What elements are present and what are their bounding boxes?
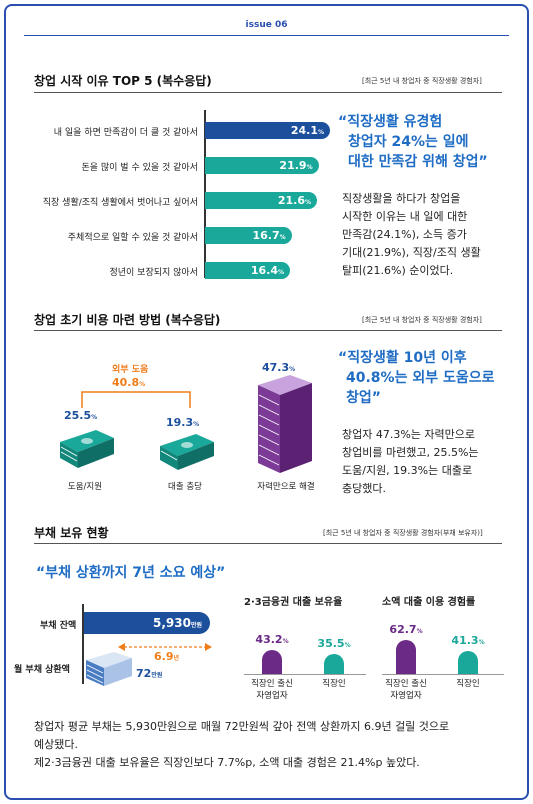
- quote-line: “직장생활 10년 이후: [338, 350, 467, 366]
- quote-line: 40.8%는 외부 도움으로: [346, 370, 495, 386]
- quote-line: 창업자 24%는 일에: [348, 134, 469, 150]
- bracket-line: [81, 391, 191, 408]
- bar: 16.7%: [205, 227, 292, 244]
- section3-title: 부채 보유 현황: [34, 526, 109, 540]
- quote-line: 대한 만족감 위해 창업”: [348, 154, 488, 170]
- column-bar: [396, 639, 416, 674]
- years-arrow: [118, 643, 212, 651]
- help-support-label: 도움/지원: [67, 482, 103, 492]
- section2-body: 창업자 47.3%는 자력만으로 창업비를 마련했고, 25.5%는 도움/지원…: [342, 426, 522, 498]
- body-line: 탈피(21.6%) 순이었다.: [342, 264, 454, 277]
- self-funding-label: 자력만으로 해결: [257, 482, 315, 492]
- body-line: 제2·3금융권 대출 보유율은 직장인보다 7.7%p, 소액 대출 경험은 2…: [34, 756, 420, 769]
- bar: 21.6%: [205, 192, 318, 209]
- money-stack-icon: [60, 430, 114, 468]
- body-line: 예상됐다.: [34, 738, 78, 751]
- section2-note: [최근 5년 내 창업자 중 직장생활 경험자]: [362, 316, 482, 324]
- section3-rule: [34, 543, 502, 544]
- quote-line: 창업”: [346, 390, 381, 406]
- loan-value: 19.3%: [166, 416, 200, 429]
- outside-help-value: 40.8%: [112, 376, 146, 389]
- debt-label: 부채 잔액: [40, 621, 77, 631]
- chart2-title: 소액 대출 이용 경험률: [382, 597, 476, 608]
- section1-body: 직장생활을 하다가 창업을 시작한 이유는 내 일에 대한 만족감(24.1%)…: [342, 190, 522, 280]
- bar-label: 내 일을 하면 만족감이 더 클 것 같아서: [53, 128, 198, 138]
- section3-body: 창업자 평균 부채는 5,930만원으로 매월 72만원씩 갚아 전액 상환까지…: [34, 718, 504, 772]
- column-value: 43.2%: [255, 633, 289, 647]
- bar: 21.9%: [205, 157, 319, 174]
- body-line: 창업자 평균 부채는 5,930만원으로 매월 72만원씩 갚아 전액 상환까지…: [34, 720, 450, 733]
- bar-label: 직장 생활/조직 생활에서 벗어나고 싶어서: [42, 198, 198, 208]
- tall-money-stack-icon: [258, 375, 312, 473]
- column-label: 직장인: [456, 679, 480, 689]
- bar-label: 돈을 많이 벌 수 있을 것 같아서: [81, 163, 198, 173]
- column-bar: [458, 651, 478, 674]
- column-label: 직장인 출신 자영업자: [385, 679, 427, 701]
- quote-line: “직장생활 유경험: [338, 114, 443, 130]
- section2-title: 창업 초기 비용 마련 방법 (복수응답): [34, 313, 221, 327]
- help-support-value: 25.5%: [64, 409, 98, 422]
- column-value: 62.7%: [389, 622, 423, 636]
- column-label: 직장인: [322, 679, 346, 689]
- bar-label: 정년이 보장되지 않아서: [109, 268, 198, 278]
- money-stack-icon: [160, 434, 214, 470]
- money-bill-icon: [86, 652, 132, 686]
- section1-title: 창업 시작 이유 TOP 5 (복수응답): [34, 74, 212, 88]
- section3-note: [최근 5년 내 창업자 중 직장생활 경험자(부채 보유자)]: [323, 529, 483, 537]
- body-line: 만족감(24.1%), 소득 증가: [342, 228, 467, 241]
- debt-axis: [82, 604, 84, 684]
- column-label: 직장인 출신 자영업자: [251, 679, 293, 701]
- loan-label: 대출 충당: [168, 482, 202, 492]
- body-line: 직장생활을 하다가 창업을: [342, 192, 461, 205]
- bar: 24.1%: [205, 122, 330, 139]
- self-funding-value: 47.3%: [262, 361, 296, 374]
- body-line: 충당했다.: [342, 482, 386, 495]
- issue-label: issue 06: [245, 20, 288, 30]
- bar: 16.4%: [205, 262, 291, 279]
- column-value: 35.5%: [317, 637, 351, 651]
- section2-rule: [34, 330, 502, 331]
- years-value: 6.9년: [154, 650, 180, 663]
- body-line: 시작한 이유는 내 일에 대한: [342, 210, 468, 223]
- body-line: 창업비를 마련했고, 25.5%는: [342, 446, 479, 459]
- column-bar: [262, 650, 282, 674]
- section3-quote: “부채 상환까지 7년 소요 예상”: [36, 565, 226, 581]
- column-value: 41.3%: [451, 634, 485, 648]
- body-line: 도움/지원, 19.3%는 대출로: [342, 464, 473, 477]
- chart2-baseline: [382, 674, 504, 675]
- monthly-value: 72만원: [136, 667, 163, 680]
- section2-quote: “직장생활 10년 이후 40.8%는 외부 도움으로 창업”: [338, 348, 523, 408]
- column-bar: [324, 654, 344, 674]
- body-line: 기대(21.9%), 직장/조직 생활: [342, 246, 481, 259]
- debt-bar: 5,930만원: [82, 612, 210, 634]
- section1-note: [최근 5년 내 창업자 중 직장생활 경험자]: [362, 77, 482, 85]
- issue-rule: [24, 35, 509, 36]
- chart1-title: 2·3금융권 대출 보유율: [244, 597, 343, 608]
- section1-rule: [34, 92, 502, 93]
- section1-quote: “직장생활 유경험 창업자 24%는 일에 대한 만족감 위해 창업”: [338, 112, 518, 172]
- chart1-baseline: [244, 674, 366, 675]
- bar-label: 주체적으로 일할 수 있을 것 같아서: [67, 233, 198, 243]
- monthly-label: 월 부채 상환액: [14, 665, 70, 675]
- body-line: 창업자 47.3%는 자력만으로: [342, 428, 476, 441]
- outside-help-label: 외부 도움: [112, 365, 149, 375]
